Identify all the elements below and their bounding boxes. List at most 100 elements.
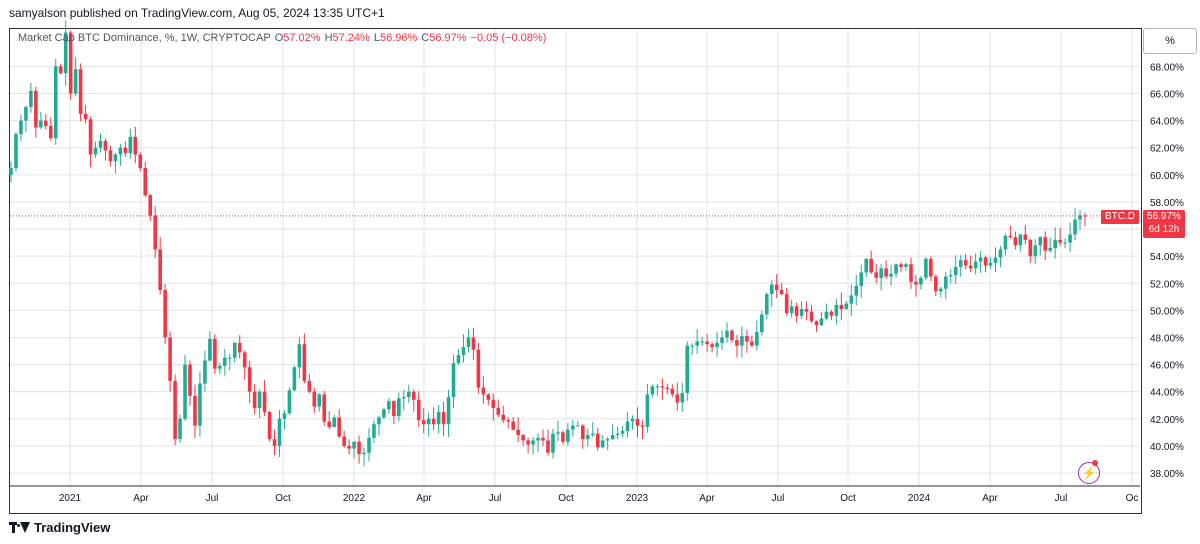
candle-body [153,215,157,250]
candle-body [312,391,317,407]
candle-body [690,345,694,347]
x-tick-label: Oc [1126,493,1139,504]
candle-body [337,417,341,437]
candle-body [501,414,506,421]
candle-body [1073,219,1077,235]
candle-body [327,421,332,427]
candle-body [844,303,849,310]
candle-body [600,440,605,448]
candle-body [148,195,153,216]
candle-body [277,418,282,446]
candle-body [755,332,759,346]
candle-body [63,32,68,74]
candle-body [784,294,789,314]
candle-body [411,391,416,400]
candle-body [252,391,257,408]
candle-body [362,452,366,455]
candle-body [839,304,844,310]
candle-body [93,147,98,155]
candle-body [272,439,277,446]
candle-body [213,338,217,369]
legend-low-value: 56.96% [379,32,418,44]
x-tick-label: Oct [840,493,856,504]
candle-body [695,341,699,346]
candle-body [103,140,108,151]
candle-body [526,440,530,445]
candle-body [377,417,381,425]
candle-body [1048,248,1052,251]
candle-body [237,342,242,353]
candle-body [874,272,878,278]
scale-mode-button[interactable]: % [1143,28,1197,54]
publisher-line: samyalson published on TradingView.com, … [9,6,385,20]
candle-body [511,421,515,430]
candle-body [476,349,481,388]
candle-body [983,257,988,266]
candle-body [670,388,675,395]
candle-body [655,386,660,388]
candle-body [436,412,441,425]
candle-body [1063,242,1067,244]
candle-body [392,401,396,417]
candle-body [297,344,302,368]
legend-high-value: 57.24% [332,32,370,44]
candle-body [481,387,486,395]
candle-body [973,261,978,269]
candle-body [1008,235,1013,238]
candle-body [869,258,873,273]
candle-body [804,309,809,312]
candle-body [1053,239,1057,249]
candle-body [556,432,560,434]
candle-body [939,288,943,292]
x-tick-label: Oct [275,493,291,504]
candle-body [1013,237,1018,246]
y-tick-label: 44.00% [1150,388,1184,399]
candle-body [899,264,903,267]
y-tick-label: 38.00% [1150,469,1184,480]
candle-body [640,425,645,427]
y-tick-label: 54.00% [1150,252,1184,263]
lightning-icon[interactable]: ⚡ [1078,462,1100,484]
candle-body [446,397,451,425]
candle-body [1058,239,1062,243]
candle-body [178,418,182,440]
candle-body [854,285,859,296]
candle-body [730,330,734,341]
candle-body [242,352,247,368]
candle-body [705,341,709,345]
footer-brand-name: TradingView [34,520,111,535]
candle-body [98,140,103,148]
y-tick-label: 40.00% [1150,442,1184,453]
candle-body [367,437,371,453]
candle-body [416,399,421,421]
y-tick-label: 48.00% [1150,333,1184,344]
candle-body [402,397,406,399]
candle-body [531,440,535,445]
candle-body [914,281,918,285]
y-tick-label: 46.00% [1150,361,1184,372]
candle-body [635,418,640,426]
candle-body [595,433,600,448]
candle-body [745,336,749,342]
candle-body [561,432,565,442]
candle-body [29,90,33,108]
candle-body [968,265,973,269]
candle-body [536,437,540,441]
candle-body [904,264,908,267]
footer-brand[interactable]: TradingView [9,520,110,535]
candle-body [382,409,386,418]
candle-body [541,437,545,441]
candle-body [581,425,585,440]
candle-body [799,309,804,316]
candle-body [203,360,207,384]
candle-body [48,126,53,139]
candle-body [924,258,928,278]
candle-body [809,311,814,322]
candle-body [894,264,898,274]
candle-body [794,306,799,316]
chart-frame[interactable] [9,28,1142,514]
candle-body [988,262,993,266]
candle-body [471,337,476,350]
candle-body [909,264,913,282]
